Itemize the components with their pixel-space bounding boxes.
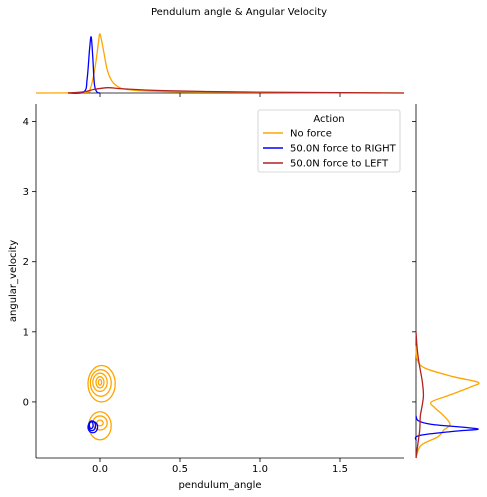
top-marginal-plot	[35, 33, 405, 97]
chart-title: Pendulum angle & Angular Velocity	[151, 7, 327, 18]
right-density-series-1	[415, 345, 480, 459]
x-axis-label: pendulum_angle	[178, 480, 261, 491]
contour-series-1	[95, 376, 105, 389]
x-tick-label: 0.0	[92, 464, 108, 475]
x-tick-label: 1.5	[332, 464, 348, 475]
contour-series-1	[89, 369, 112, 397]
contour-series-2	[87, 420, 99, 434]
y-tick-label: 4	[23, 117, 29, 128]
contour-series-1	[92, 372, 108, 393]
legend-title: Action	[313, 114, 344, 125]
contour-series-1	[87, 364, 116, 403]
legend-label-series-3: 50.0N force to LEFT	[290, 159, 389, 170]
top-density-series-2	[67, 36, 101, 94]
legend: Action No force 50.0N force to RIGHT 50.0N…	[257, 109, 401, 173]
x-tick-label: 0.5	[172, 464, 188, 475]
top-density-series-3	[67, 87, 405, 94]
legend-label-series-1: No force	[290, 129, 332, 140]
legend-box	[257, 109, 401, 173]
y-tick-label: 1	[23, 327, 29, 338]
x-tick-label: 1.0	[252, 464, 268, 475]
right-density-series-2	[414, 415, 479, 441]
main-plot: 0.0 0.5 1.0 1.5 0 1 2 3 4 pendulum_angle angula…	[8, 104, 404, 491]
right-marginal-plot	[412, 104, 480, 459]
legend-label-series-2: 50.0N force to RIGHT	[290, 144, 397, 155]
contour-series-1	[97, 378, 103, 386]
y-axis-label: angular_velocity	[8, 240, 19, 322]
y-tick-label: 0	[23, 397, 29, 408]
right-density-series-3	[415, 331, 425, 459]
y-tick-label: 2	[23, 257, 29, 268]
y-tick-label: 3	[23, 187, 29, 198]
